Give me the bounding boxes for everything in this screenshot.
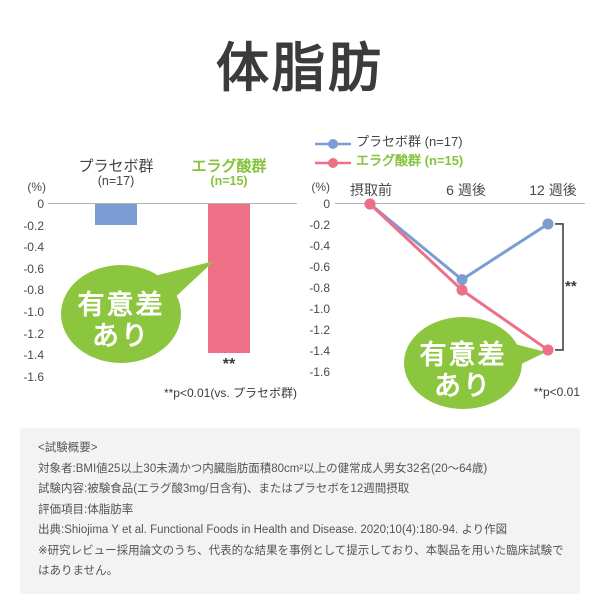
- line-chart-footnote: **p<0.01: [533, 385, 580, 399]
- y-axis-tick: -1.6: [309, 365, 330, 379]
- data-point-dot: [364, 198, 376, 210]
- line-series: [369, 202, 549, 282]
- line-series: [368, 202, 549, 352]
- bar-group-ellagic-label: エラグ酸群: [191, 158, 267, 175]
- y-axis-tick: -0.6: [309, 260, 330, 274]
- legend-ellagic-line-icon: [315, 158, 351, 168]
- y-axis-tick: -0.6: [23, 261, 44, 276]
- zero-baseline: [48, 203, 297, 204]
- significance-bubble-text-2: あり: [434, 371, 492, 401]
- study-source-line: 出典:Shiojima Y et al. Functional Foods in…: [38, 524, 508, 536]
- study-subjects-line: 対象者:BMI値25以上30未満かつ内臓脂肪面積80cm²以上の健常成人男女32…: [38, 462, 488, 475]
- legend-placebo-line-icon: [315, 139, 351, 149]
- y-axis-tick: -0.8: [309, 281, 330, 295]
- y-axis-tick: -0.2: [309, 218, 330, 232]
- y-axis-unit-label: (%): [27, 180, 46, 194]
- data-point-dot: [456, 274, 468, 286]
- y-axis-tick: 0: [323, 197, 330, 211]
- y-axis-tick: -1.0: [23, 305, 44, 319]
- data-point-dots-group: [364, 198, 554, 356]
- x-label-week12: 12 週後: [529, 182, 577, 198]
- y-axis-tick: -0.4: [309, 239, 330, 253]
- page-title: 体脂肪: [216, 39, 384, 98]
- line-series-group: [368, 202, 549, 352]
- study-disclaimer-line: ※研究レビュー採用論文のうち、代表的な結果を事例として提示しており、本製品を用い…: [38, 544, 564, 578]
- study-endpoint-line: 評価項目:体脂肪率: [38, 503, 134, 516]
- x-label-baseline: 摂取前: [350, 182, 392, 198]
- bar-ellagic: [208, 204, 250, 353]
- data-point-dot: [364, 198, 376, 210]
- significance-bubble-text-1: 有意差: [419, 340, 507, 370]
- bar-chart-footnote: **p<0.01(vs. プラセボ群): [163, 386, 297, 400]
- y-axis-tick: -1.6: [23, 369, 44, 384]
- study-summary-box: <試験概要> 対象者:BMI値25以上30未満かつ内臓脂肪面積80cm²以上の健…: [20, 428, 580, 594]
- zero-baseline: [335, 203, 585, 204]
- legend-placebo-label: プラセボ群 (n=17): [356, 134, 463, 149]
- y-axis-tick: -0.2: [23, 218, 44, 233]
- bar-group-ellagic-n: (n=15): [210, 174, 248, 188]
- y-axis-tick: -1.2: [309, 323, 330, 337]
- y-axis-tick: -1.4: [309, 344, 330, 358]
- y-axis-tick: -0.8: [23, 283, 44, 298]
- y-axis-tick: 0: [37, 197, 44, 211]
- y-axis-unit-label: (%): [311, 180, 330, 194]
- legend-ellagic-label: エラグ酸群 (n=15): [356, 153, 464, 168]
- data-point-dot: [542, 344, 554, 356]
- y-axis-tick: -0.4: [23, 240, 44, 255]
- bar-group-placebo-label: プラセボ群: [78, 158, 154, 175]
- bracket-significance-stars: **: [565, 278, 577, 295]
- y-axis-tick: -1.0: [309, 302, 330, 316]
- bar-group-placebo-n: (n=17): [97, 174, 135, 188]
- bar-significance-stars: **: [222, 356, 236, 373]
- data-point-dot: [456, 284, 468, 296]
- x-label-week6: 6 週後: [446, 182, 486, 198]
- y-axis-tick: -1.2: [23, 326, 44, 341]
- study-method-line: 試験内容:被験食品(エラグ酸3mg/日含有)、またはプラセボを12週間摂取: [38, 483, 410, 495]
- bar-placebo: [95, 204, 137, 225]
- significance-bubble-text-2: あり: [92, 321, 150, 351]
- data-point-dot: [542, 218, 554, 230]
- significance-bubble-text-1: 有意差: [77, 290, 165, 320]
- study-summary-heading: <試験概要>: [38, 442, 98, 454]
- comparison-bracket: [555, 223, 564, 351]
- y-axis-tick: -1.4: [23, 348, 44, 363]
